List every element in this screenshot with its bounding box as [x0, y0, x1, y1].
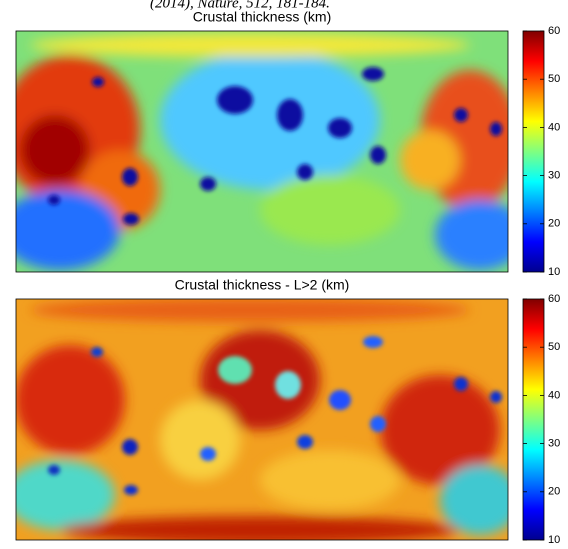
map-bottom [16, 299, 508, 540]
colorbar-tick-label: 60 [548, 25, 560, 37]
caption: (2014), Nature, 512, 181-184. [150, 0, 330, 11]
colorbar-tick-label: 40 [548, 389, 560, 401]
colorbar [522, 30, 545, 273]
colorbar-tick-label: 10 [548, 266, 560, 278]
colorbar-tick-label: 10 [548, 534, 560, 546]
colorbar-tick-label: 20 [548, 218, 560, 230]
colorbar-tick-label: 40 [548, 121, 560, 133]
colorbar-tick-label: 60 [548, 293, 560, 305]
colorbar-tick-label: 50 [548, 73, 560, 85]
chart-title: Crustal thickness (km) [193, 9, 331, 25]
map-top [16, 31, 508, 272]
colorbar-tick-label: 50 [548, 341, 560, 353]
map-frame [15, 30, 509, 273]
colorbar-tick-label: 30 [548, 170, 560, 182]
colorbar-tick-label: 30 [548, 438, 560, 450]
colorbar-tick-label: 20 [548, 486, 560, 498]
colorbar [522, 298, 545, 541]
map-frame [15, 298, 509, 541]
chart-title: Crustal thickness - L>2 (km) [175, 277, 350, 293]
